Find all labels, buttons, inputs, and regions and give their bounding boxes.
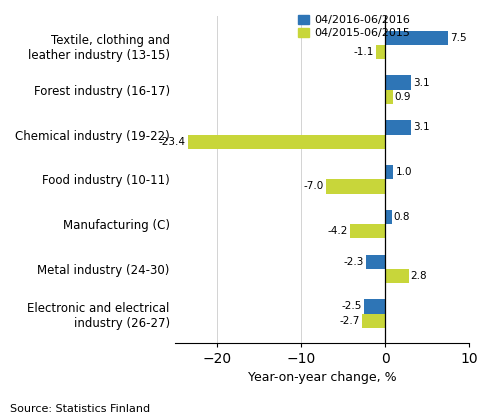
Bar (385, 120, 411, 134)
Bar (188, 134, 385, 149)
Text: -23.4: -23.4 (159, 137, 186, 147)
Text: 2.8: 2.8 (411, 271, 427, 281)
Text: -2.3: -2.3 (343, 257, 363, 267)
Text: -2.7: -2.7 (340, 316, 360, 326)
Legend: 04/2016-06/2016, 04/2015-06/2015: 04/2016-06/2016, 04/2015-06/2015 (298, 15, 411, 38)
Bar (385, 31, 448, 45)
Text: -4.2: -4.2 (327, 226, 348, 236)
Bar (326, 179, 385, 193)
Bar (376, 45, 385, 59)
Text: -1.1: -1.1 (353, 47, 374, 57)
Text: 3.1: 3.1 (413, 78, 430, 88)
Text: -7.0: -7.0 (304, 181, 324, 191)
X-axis label: Year-on-year change, %: Year-on-year change, % (247, 371, 396, 384)
Bar (385, 210, 392, 224)
Bar (366, 255, 385, 269)
Bar (364, 299, 385, 314)
Bar (385, 165, 393, 179)
Text: 3.1: 3.1 (413, 122, 430, 132)
Bar (385, 269, 409, 283)
Text: 1.0: 1.0 (395, 167, 412, 177)
Text: -2.5: -2.5 (342, 302, 362, 312)
Bar (350, 224, 385, 238)
Text: Source: Statistics Finland: Source: Statistics Finland (10, 404, 150, 414)
Bar (385, 75, 411, 90)
Bar (362, 314, 385, 328)
Text: 0.8: 0.8 (394, 212, 410, 222)
Text: 7.5: 7.5 (450, 33, 467, 43)
Text: 0.9: 0.9 (395, 92, 411, 102)
Bar (385, 90, 392, 104)
